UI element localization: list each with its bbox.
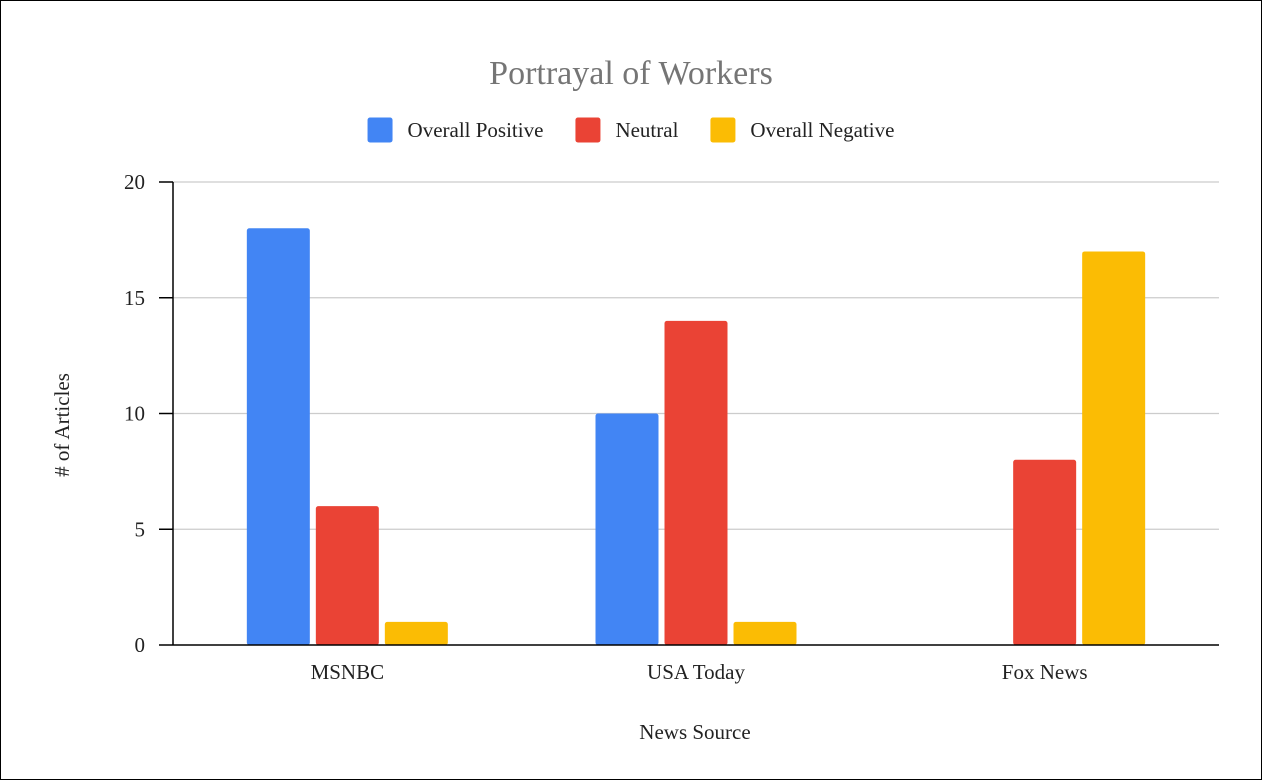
bar-fox-news-overall-negative — [1082, 251, 1146, 645]
chart-title: Portrayal of Workers — [489, 55, 773, 92]
legend-label-overall-negative: Overall Negative — [750, 118, 894, 142]
bar-msnbc-overall-negative — [384, 621, 448, 645]
x-axis-title: News Source — [639, 720, 750, 744]
bar-usa-today-neutral — [664, 320, 728, 645]
legend-swatch-neutral — [575, 117, 601, 143]
bar-msnbc-overall-positive — [246, 228, 310, 646]
legend-label-overall-positive: Overall Positive — [408, 118, 544, 142]
x-tick-labels: MSNBC USA Today Fox News — [311, 660, 1088, 684]
y-tick-labels: 0 5 10 15 20 — [124, 170, 145, 657]
y-tick-label: 5 — [135, 517, 146, 541]
x-tick-label: MSNBC — [311, 660, 385, 684]
y-tick-label: 0 — [135, 633, 146, 657]
bar-usa-today-overall-negative — [733, 621, 797, 645]
axes — [172, 182, 1219, 646]
legend: Overall Positive Neutral Overall Negative — [367, 117, 894, 143]
bar-msnbc-neutral — [315, 506, 379, 645]
bar-usa-today-overall-positive — [595, 413, 659, 645]
x-tick-label: Fox News — [1002, 660, 1088, 684]
x-tick-label: USA Today — [647, 660, 745, 684]
legend-label-neutral: Neutral — [615, 118, 678, 142]
y-axis-title: # of Articles — [50, 373, 74, 477]
bars — [246, 228, 1146, 646]
legend-swatch-overall-positive — [367, 117, 393, 143]
y-tick-label: 15 — [124, 286, 145, 310]
legend-swatch-overall-negative — [710, 117, 736, 143]
y-tick-label: 20 — [124, 170, 145, 194]
bar-fox-news-neutral — [1013, 459, 1077, 645]
y-tick-label: 10 — [124, 402, 145, 426]
